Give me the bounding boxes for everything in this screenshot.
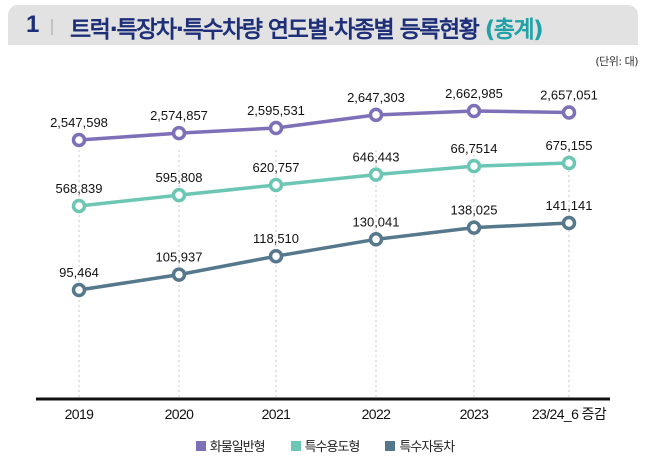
data-label: 141,141 bbox=[546, 198, 593, 213]
legend: 화물일반형 특수용도형 특수자동차 bbox=[0, 436, 650, 455]
data-label: 2,662,985 bbox=[445, 86, 503, 101]
data-point bbox=[71, 198, 87, 214]
series-line bbox=[78, 161, 570, 208]
data-point bbox=[71, 132, 87, 148]
x-tick-label: 2020 bbox=[165, 406, 195, 422]
data-label: 138,025 bbox=[451, 203, 498, 218]
legend-item-special-vehicle: 특수자동차 bbox=[385, 436, 455, 455]
data-point bbox=[561, 105, 577, 120]
data-label: 66,7514 bbox=[451, 141, 498, 156]
chart-title-accent: (총계) bbox=[484, 17, 544, 43]
x-tick-label: 2021 bbox=[262, 406, 292, 422]
legend-label-special-vehicle: 특수자동차 bbox=[399, 440, 455, 455]
unit-label: (단위: 대) bbox=[595, 55, 638, 68]
data-label: 675,155 bbox=[546, 138, 593, 153]
data-point bbox=[171, 187, 187, 203]
data-label: 646,443 bbox=[353, 150, 400, 165]
series-line bbox=[78, 221, 570, 292]
section-number: 1 bbox=[26, 11, 40, 38]
title-banner: 1 트럭·특장차·특수차량 연도별·차종별 등록현황 (총계) bbox=[8, 5, 638, 45]
data-point bbox=[561, 155, 577, 171]
x-tick-label: 2019 bbox=[65, 406, 95, 422]
data-point bbox=[171, 125, 187, 141]
data-point bbox=[71, 282, 87, 298]
legend-item-special-purpose: 특수용도형 bbox=[290, 436, 361, 455]
data-label: 620,757 bbox=[253, 160, 300, 175]
data-label: 2,595,531 bbox=[247, 103, 305, 118]
data-label: 105,937 bbox=[156, 250, 203, 265]
series-2: 95,464 105,937 118,510 130,041 138,025 141,14… bbox=[59, 198, 593, 298]
data-point bbox=[268, 177, 284, 193]
x-tick-label: 23/24_6 증감 bbox=[532, 406, 607, 422]
data-label: 130,041 bbox=[353, 214, 400, 229]
legend-swatch-general-cargo bbox=[195, 440, 206, 451]
x-tick-labels: 2019 2020 2021 2022 2023 23/24_6 증감 bbox=[65, 406, 608, 422]
data-label: 2,657,051 bbox=[540, 88, 598, 103]
legend-item-general-cargo: 화물일반형 bbox=[195, 436, 266, 455]
series-1: 568,839 595,808 620,757 646,443 66,7514 675,1… bbox=[56, 138, 593, 214]
data-label: 568,839 bbox=[56, 181, 103, 196]
x-tick-label: 2022 bbox=[362, 406, 392, 422]
data-point bbox=[368, 232, 384, 247]
data-label: 2,547,598 bbox=[50, 115, 108, 130]
gridlines bbox=[78, 150, 570, 397]
data-label: 95,464 bbox=[59, 265, 99, 280]
series-0: 2,547,598 2,574,857 2,595,531 2,647,303 2,66… bbox=[50, 86, 598, 148]
legend-swatch-special-purpose bbox=[290, 440, 301, 451]
data-point bbox=[268, 248, 284, 264]
x-tick-label: 2023 bbox=[460, 406, 490, 422]
series-group: 2,547,598 2,574,857 2,595,531 2,647,303 2,66… bbox=[50, 86, 598, 298]
data-point bbox=[561, 215, 577, 231]
legend-label-general-cargo: 화물일반형 bbox=[209, 440, 266, 455]
data-point bbox=[368, 167, 384, 182]
data-label: 118,510 bbox=[253, 231, 299, 246]
data-point bbox=[466, 103, 482, 119]
series-line bbox=[78, 109, 570, 142]
data-point bbox=[466, 158, 482, 174]
legend-swatch-special-vehicle bbox=[385, 440, 396, 451]
data-point bbox=[368, 107, 384, 123]
chart-title: 트럭·특장차·특수차량 연도별·차종별 등록현황 (총계) bbox=[70, 10, 544, 44]
data-label: 2,574,857 bbox=[150, 108, 208, 123]
section-divider bbox=[51, 19, 53, 35]
data-label: 2,647,303 bbox=[347, 90, 405, 105]
data-point bbox=[466, 220, 482, 235]
data-label: 595,808 bbox=[156, 170, 203, 185]
data-point bbox=[268, 120, 284, 136]
chart-title-main: 트럭·특장차·특수차량 연도별·차종별 등록현황 bbox=[70, 17, 485, 43]
legend-label-special-purpose: 특수용도형 bbox=[304, 440, 361, 455]
data-point bbox=[171, 267, 187, 282]
